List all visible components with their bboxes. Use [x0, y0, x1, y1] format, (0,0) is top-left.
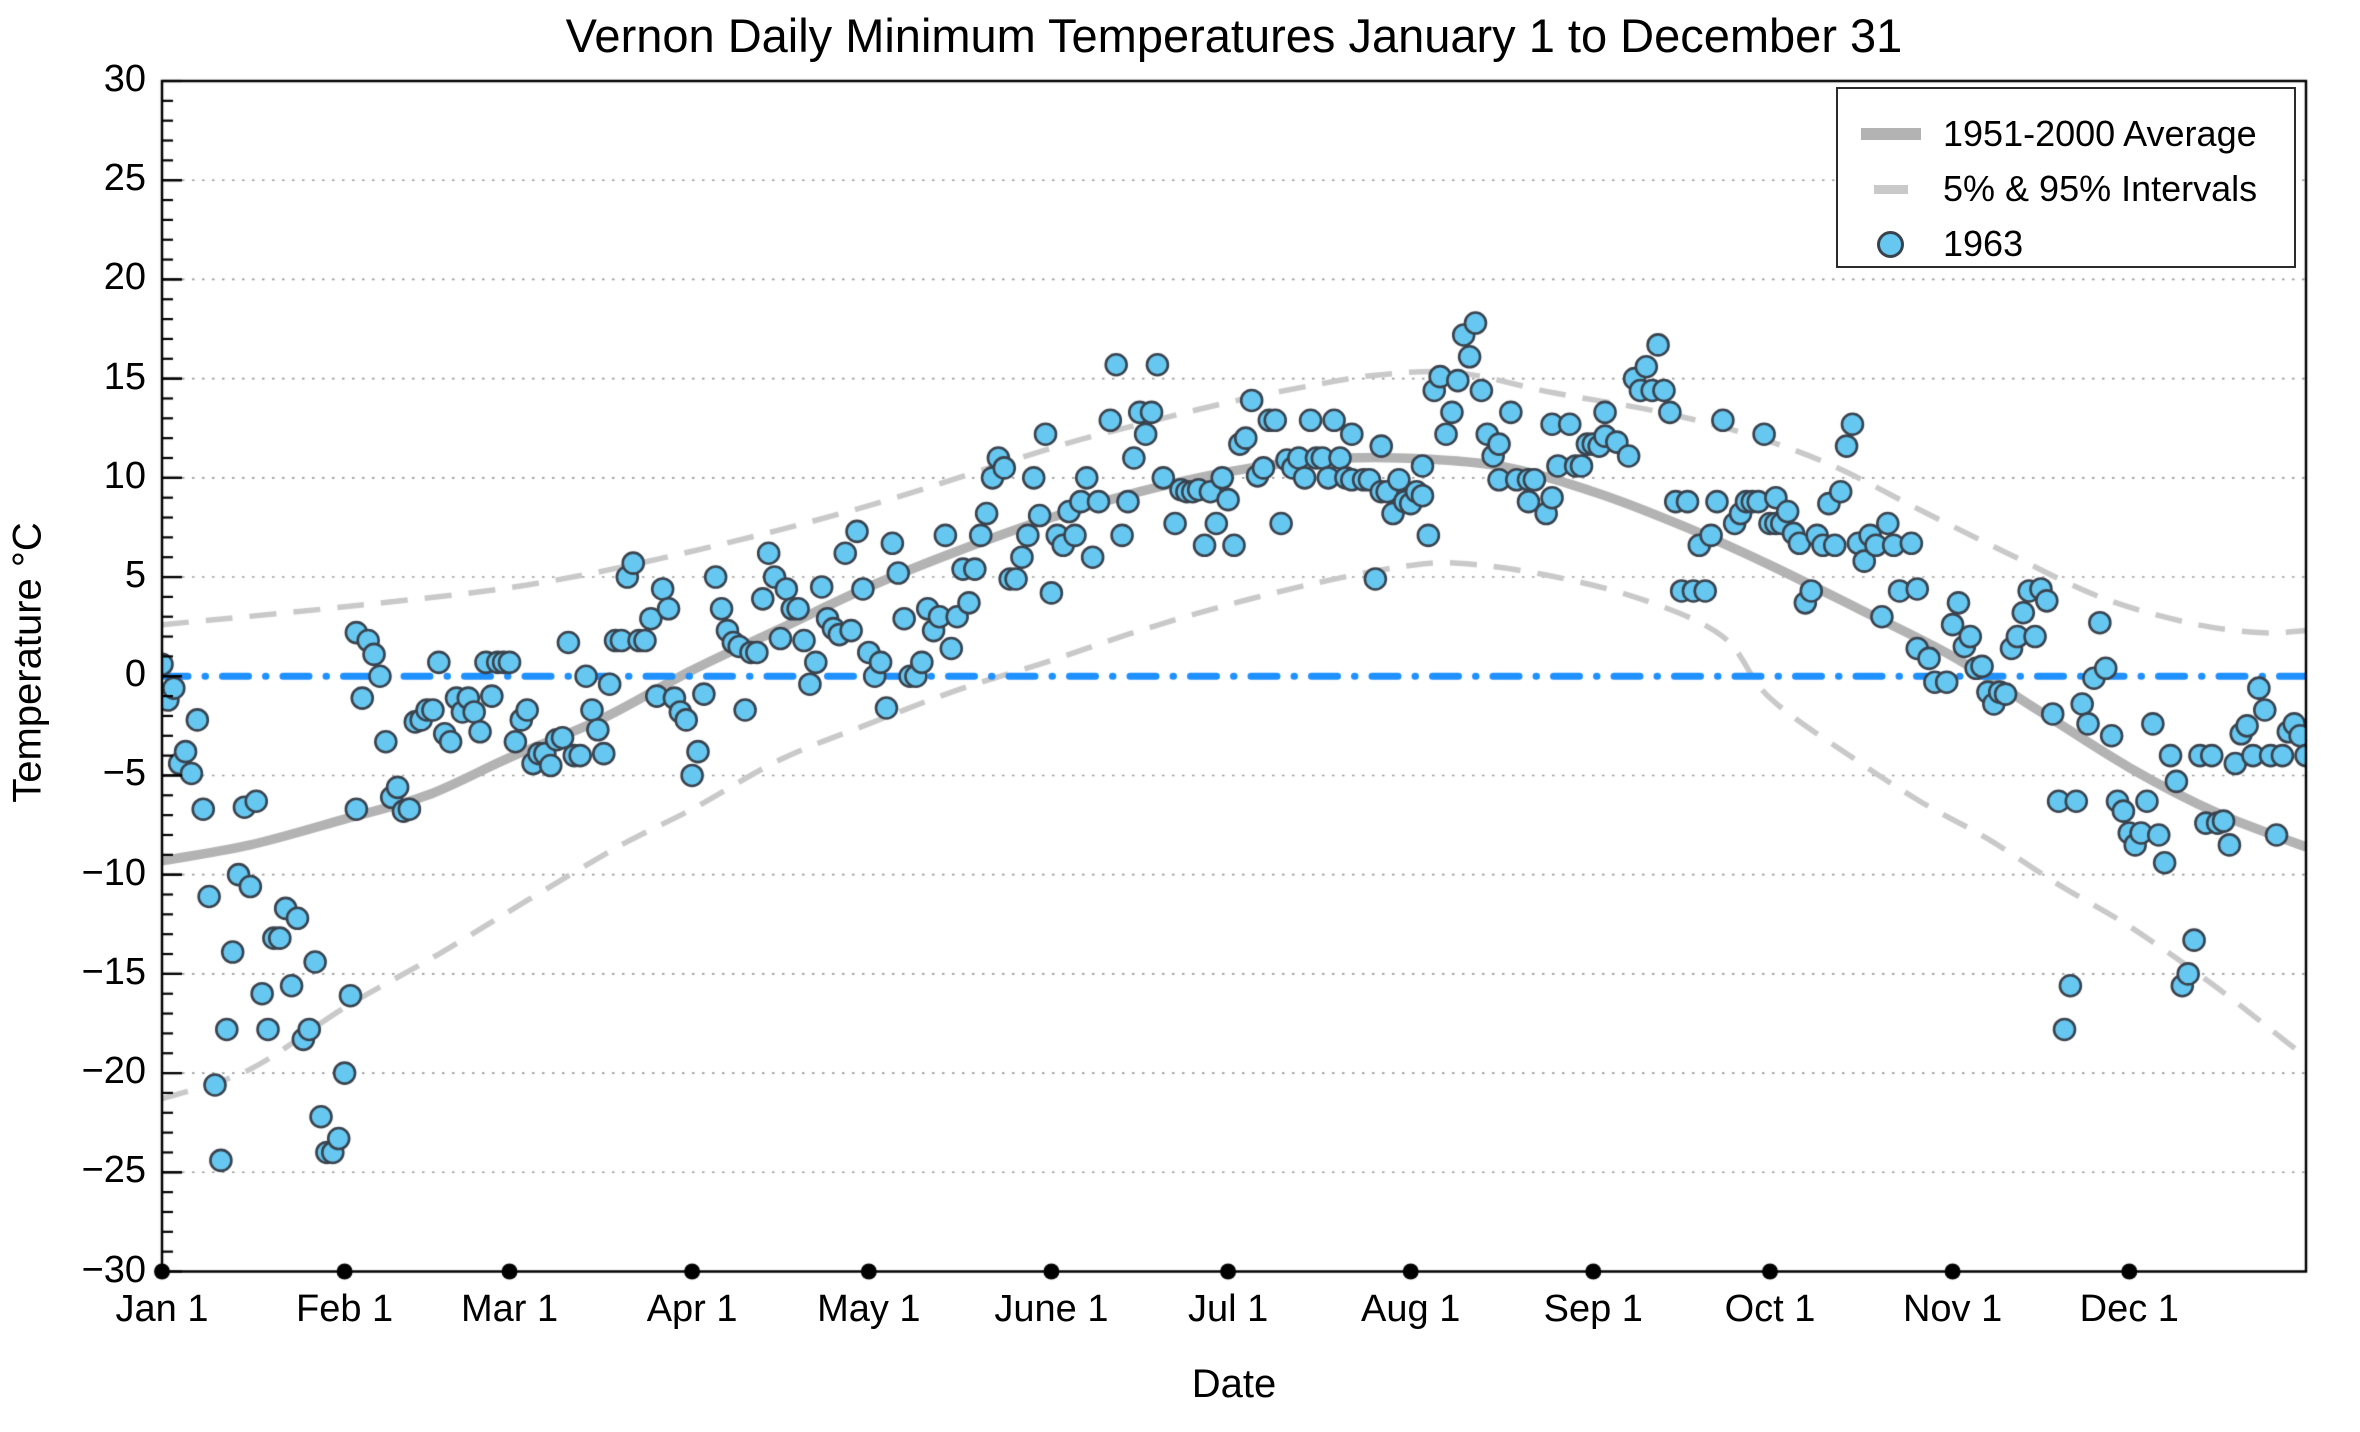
chart-canvas: [0, 0, 2360, 1432]
temperature-chart-figure: Vernon Daily Minimum Temperatures Januar…: [0, 0, 2360, 1432]
